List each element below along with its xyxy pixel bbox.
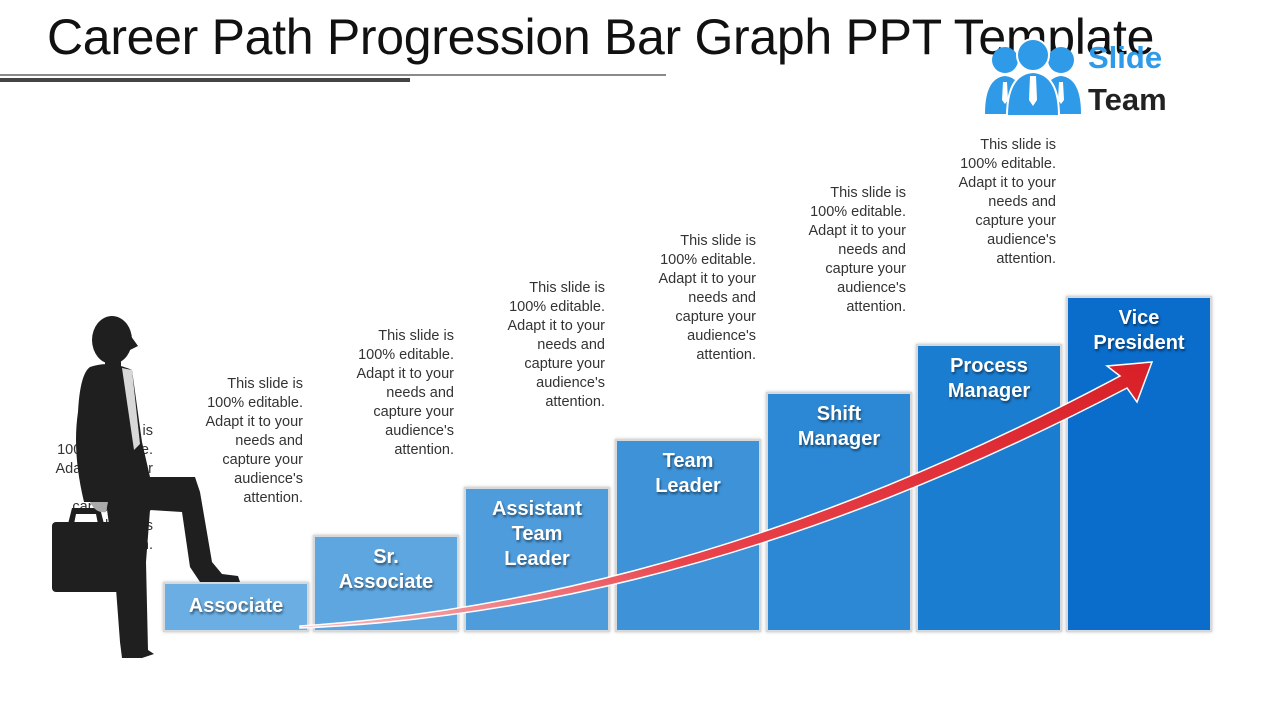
career-step-description: This slide is 100% editable. Adapt it to y…: [314, 327, 454, 460]
description-line: capture your: [524, 356, 605, 372]
description-line: needs and: [235, 433, 303, 449]
career-step-bar: Sr. Associate: [313, 535, 459, 632]
description-line: capture your: [825, 261, 906, 277]
people-group-icon: [985, 38, 1081, 117]
career-step-bar: Team Leader: [615, 439, 761, 632]
description-line: Adapt it to your: [958, 175, 1056, 191]
logo-text-team: Team: [1088, 82, 1167, 117]
description-line: needs and: [988, 194, 1056, 210]
description-line: 100% editable.: [509, 299, 605, 315]
description-line: capture your: [975, 213, 1056, 229]
description-line: attention.: [545, 394, 605, 410]
description-line: 100% editable.: [810, 204, 906, 220]
career-step-label: Team Leader: [655, 450, 721, 497]
description-line: capture your: [222, 452, 303, 468]
career-step-description: This slide is 100% editable. Adapt it to y…: [766, 184, 906, 317]
description-line: needs and: [838, 242, 906, 258]
logo-text-slide: Slide: [1088, 40, 1163, 75]
career-step-bar: Shift Manager: [766, 392, 912, 632]
description-line: attention.: [243, 490, 303, 506]
page-title: Career Path Progression Bar Graph PPT Te…: [47, 9, 1155, 65]
description-line: 100% editable.: [358, 347, 454, 363]
description-line: audience's: [536, 375, 605, 391]
description-line: This slide is: [227, 376, 303, 392]
career-step-label: Assistant Team Leader: [491, 498, 583, 570]
career-step-bar: Vice President: [1066, 296, 1212, 632]
description-line: This slide is: [378, 328, 454, 344]
description-line: attention.: [696, 347, 756, 363]
title-underline-thin: [0, 74, 666, 76]
career-step-description: This slide is 100% editable. Adapt it to y…: [916, 136, 1056, 269]
description-line: needs and: [537, 337, 605, 353]
description-line: needs and: [688, 290, 756, 306]
career-step-description: This slide is 100% editable. Adapt it to y…: [465, 279, 605, 412]
description-line: This slide is: [830, 185, 906, 201]
career-step-bar: Process Manager: [916, 344, 1062, 632]
description-line: 100% editable.: [207, 395, 303, 411]
description-line: capture your: [675, 309, 756, 325]
career-step-bar: Assistant Team Leader: [464, 487, 610, 632]
description-line: audience's: [385, 423, 454, 439]
description-line: capture your: [373, 404, 454, 420]
description-line: 100% editable.: [660, 252, 756, 268]
description-line: audience's: [687, 328, 756, 344]
career-step-label: Associate: [188, 595, 284, 617]
description-line: This slide is: [680, 233, 756, 249]
description-line: Adapt it to your: [808, 223, 906, 239]
description-line: Adapt it to your: [356, 366, 454, 382]
description-line: Adapt it to your: [658, 271, 756, 287]
title-underline-thick: [0, 78, 410, 82]
career-step-label: Sr. Associate: [338, 546, 434, 593]
description-line: This slide is: [980, 137, 1056, 153]
career-step-description: This slide is 100% editable. Adapt it to y…: [616, 232, 756, 365]
slideteam-logo: Slide Team: [983, 38, 1183, 120]
description-line: This slide is: [529, 280, 605, 296]
career-step-label: Process Manager: [947, 355, 1031, 402]
description-line: audience's: [987, 232, 1056, 248]
description-line: 100% editable.: [960, 156, 1056, 172]
career-step-label: Shift Manager: [797, 403, 881, 450]
description-line: needs and: [386, 385, 454, 401]
description-line: attention.: [996, 251, 1056, 267]
career-step-bar: Associate: [163, 582, 309, 632]
description-line: audience's: [234, 471, 303, 487]
description-line: Adapt it to your: [205, 414, 303, 430]
description-line: attention.: [394, 442, 454, 458]
businessman-silhouette-icon: [52, 316, 240, 658]
description-line: audience's: [837, 280, 906, 296]
career-step-description: This slide is 100% editable. Adapt it to y…: [163, 375, 303, 508]
description-line: attention.: [846, 299, 906, 315]
career-step-label: Vice President: [1093, 307, 1185, 354]
description-line: Adapt it to your: [507, 318, 605, 334]
